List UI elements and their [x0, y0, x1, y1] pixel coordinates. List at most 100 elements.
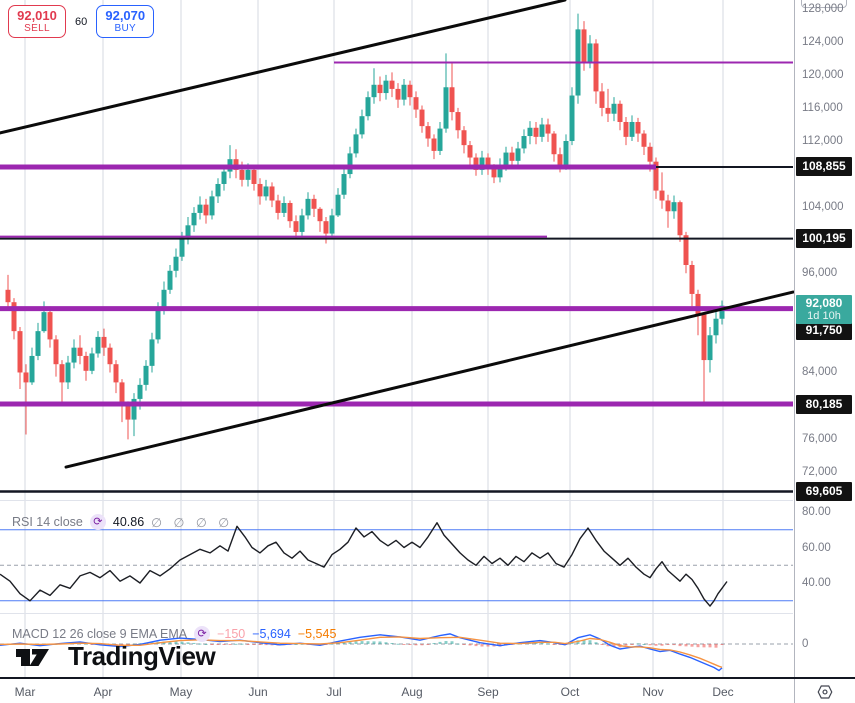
macd-histogram-bar — [546, 643, 550, 645]
macd-histogram-bar — [204, 643, 208, 645]
candle-body — [185, 225, 191, 238]
macd-histogram-bar — [648, 644, 652, 646]
price-line-label[interactable]: 69,605 — [796, 481, 852, 501]
candle-body — [269, 186, 275, 201]
rsi-tick-label: 40.00 — [802, 577, 831, 590]
rsi-value: 40.86 — [112, 515, 145, 529]
macd-histogram-bar — [696, 644, 700, 648]
time-scale[interactable]: Mar Apr May Jun Jul Aug Sep Oct Nov Dec — [0, 677, 855, 703]
pane-separator[interactable] — [0, 613, 793, 614]
tradingview-logo[interactable]: TradingView — [14, 641, 216, 672]
candle-body — [89, 353, 95, 371]
candle-body — [251, 169, 257, 184]
macd-histogram-bar — [468, 644, 472, 646]
trend-line[interactable] — [64, 290, 794, 469]
macd-histogram-bar — [342, 642, 346, 644]
macd-signal-value: −5,545 — [297, 627, 337, 641]
trend-line[interactable] — [0, 0, 567, 135]
candle-body — [125, 405, 131, 420]
candle-body — [5, 289, 11, 303]
candle-body — [377, 84, 383, 94]
candle-body — [587, 43, 593, 63]
macd-histogram-bar — [414, 644, 418, 646]
macd-histogram-bar — [702, 644, 706, 648]
candle-body — [461, 130, 467, 146]
price-line-label[interactable]: 108,855 — [796, 157, 852, 177]
price-tick-label: 124,000 — [802, 35, 844, 48]
refresh-icon[interactable]: ⟳ — [194, 626, 211, 642]
buy-button[interactable]: 92,070 BUY — [96, 5, 155, 38]
macd-histogram-bar — [126, 644, 130, 645]
month-label: Jul — [326, 685, 342, 699]
price-tick-label: 84,000 — [802, 366, 838, 379]
candle-body — [257, 183, 263, 197]
candle-body — [527, 127, 533, 137]
candle-body — [65, 362, 71, 383]
candle-body — [677, 202, 683, 236]
axis-corner-divider — [794, 679, 795, 703]
macd-histogram-bar — [432, 643, 436, 645]
refresh-icon[interactable]: ⟳ — [89, 514, 106, 530]
candle-body — [353, 134, 359, 154]
candle-body — [647, 146, 653, 162]
candle-body — [467, 145, 473, 158]
macd-histogram-bar — [354, 641, 358, 644]
macd-histogram-bar — [396, 643, 400, 645]
macd-histogram-bar — [642, 644, 646, 645]
candle-body — [179, 237, 185, 257]
rsi-indicator-header[interactable]: RSI 14 close ⟳ 40.86 ∅ ∅ ∅ ∅ — [12, 514, 233, 530]
tradingview-logo-icon — [16, 648, 49, 666]
candle-body — [593, 43, 599, 92]
candle-body — [101, 336, 107, 348]
candle-body — [413, 97, 419, 110]
month-label: Mar — [14, 685, 36, 699]
macd-histogram-bar — [558, 644, 562, 645]
macd-histogram-bar — [210, 644, 214, 645]
candle-body — [719, 305, 725, 319]
candle-body — [53, 339, 59, 365]
candle-body — [107, 347, 113, 365]
candle-body — [143, 365, 149, 385]
price-scale[interactable]: 128,000 124,000 120,000 116,000 112,000 104,0… — [794, 0, 855, 677]
candle-body — [341, 174, 347, 195]
candle-body — [197, 204, 203, 213]
macd-tick-label: 0 — [802, 638, 809, 650]
candle-body — [617, 103, 623, 122]
sell-button[interactable]: 92,010 SELL — [8, 5, 66, 38]
macd-histogram-bar — [708, 644, 712, 648]
macd-histogram-bar — [234, 643, 238, 645]
candle-body — [41, 312, 47, 332]
macd-histogram-bar — [420, 644, 424, 646]
macd-indicator-header[interactable]: MACD 12 26 close 9 EMA EMA ⟳ −150 −5,694… — [12, 626, 336, 642]
macd-histogram-bar — [474, 644, 478, 647]
price-tick-label: 112,000 — [802, 134, 843, 147]
candle-body — [521, 136, 527, 149]
price-tick-label: 72,000 — [802, 465, 838, 478]
candle-body — [695, 293, 701, 315]
price-line-label[interactable]: 100,195 — [796, 229, 852, 249]
pane-separator[interactable] — [0, 500, 793, 501]
scale-settings-icon[interactable] — [815, 683, 835, 701]
price-tick-label: 128,000 — [802, 2, 844, 15]
macd-histogram-bar — [360, 641, 364, 644]
macd-histogram-bar — [588, 640, 592, 644]
macd-histogram-bar — [486, 644, 490, 647]
macd-histogram-bar — [252, 644, 256, 645]
macd-histogram-bar — [330, 643, 334, 645]
candle-body — [401, 84, 407, 100]
candle-body — [665, 200, 671, 212]
rsi-tick-label: 80.00 — [802, 506, 831, 519]
macd-histogram-bar — [444, 641, 448, 644]
chart-canvas[interactable] — [0, 0, 794, 677]
candle-body — [287, 202, 293, 222]
current-price-label[interactable]: 92,080 1d 10h — [796, 295, 852, 324]
macd-histogram-bar — [216, 644, 220, 645]
candle-body — [299, 215, 305, 232]
month-label: Oct — [560, 685, 580, 699]
price-line-label[interactable]: 80,185 — [796, 394, 852, 414]
candle-body — [509, 152, 515, 161]
price-line-label[interactable]: 91,750 — [796, 320, 852, 340]
candle-body — [707, 335, 713, 361]
candle-body — [701, 314, 707, 361]
